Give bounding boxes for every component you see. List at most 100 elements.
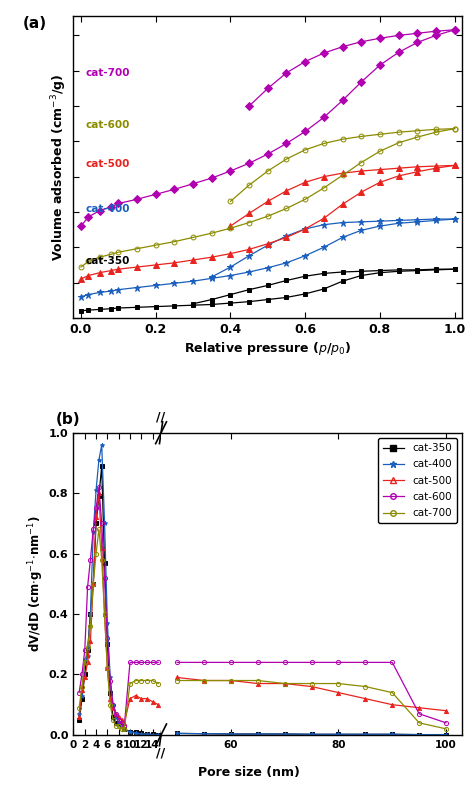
cat-500 [102,609,108,619]
Text: //: // [156,410,166,424]
Text: cat-600: cat-600 [85,119,129,130]
Text: cat-500: cat-500 [85,159,129,169]
cat-600 [102,573,108,582]
cat-350 [121,724,127,733]
cat-600 [79,670,85,679]
cat-500 [91,579,96,589]
cat-600 [99,519,105,528]
cat-600 [96,483,102,492]
cat-500 [127,694,133,703]
cat-600 [121,721,127,730]
cat-700 [82,658,88,667]
cat-600 [150,658,155,667]
cat-400 [99,440,105,450]
cat-350 [85,645,91,655]
cat-700 [99,555,105,564]
cat-350 [99,461,105,471]
cat-700 [118,724,124,733]
cat-350 [127,727,133,736]
cat-500 [144,694,150,703]
cat-500 [138,694,144,703]
Text: Pore size (nm): Pore size (nm) [198,766,300,779]
cat-600 [113,709,118,718]
cat-700 [116,721,121,730]
cat-350 [79,694,85,703]
cat-500 [133,691,138,700]
cat-700 [107,700,113,710]
cat-350 [118,721,124,730]
cat-350 [110,712,116,722]
cat-400 [105,619,110,628]
cat-600 [155,658,161,667]
cat-500 [93,512,99,522]
cat-350 [91,579,96,589]
Line: cat-700: cat-700 [77,527,160,731]
Line: cat-500: cat-500 [77,491,160,725]
cat-700 [76,703,82,712]
cat-400 [102,519,108,528]
cat-350 [105,640,110,649]
cat-350 [88,609,93,619]
cat-400 [96,455,102,465]
cat-400 [118,721,124,730]
cat-400 [76,709,82,718]
cat-350 [93,519,99,528]
cat-600 [133,658,138,667]
Text: (b): (b) [56,412,81,427]
cat-600 [88,555,93,564]
cat-700 [91,579,96,589]
cat-350 [96,491,102,501]
Text: //: // [156,747,166,760]
cat-600 [118,718,124,728]
cat-500 [82,673,88,682]
cat-400 [110,700,116,710]
cat-500 [99,543,105,553]
cat-700 [155,679,161,689]
Line: cat-400: cat-400 [77,443,160,736]
cat-350 [144,729,150,739]
cat-400 [121,724,127,733]
cat-600 [127,658,133,667]
Line: cat-600: cat-600 [77,485,160,728]
cat-500 [150,697,155,707]
cat-600 [110,700,116,710]
Legend: cat-350, cat-400, cat-500, cat-600, cat-700: cat-350, cat-400, cat-500, cat-600, cat-… [378,438,457,523]
Text: cat-350: cat-350 [85,255,129,266]
cat-350 [138,729,144,738]
cat-600 [116,715,121,725]
cat-600 [82,645,88,655]
X-axis label: Relative pressure ($p$/$p_0$): Relative pressure ($p$/$p_0$) [184,340,351,357]
cat-350 [113,718,118,728]
cat-600 [91,525,96,534]
cat-500 [88,637,93,646]
cat-350 [102,558,108,567]
cat-700 [93,549,99,558]
cat-600 [105,634,110,643]
cat-350 [82,670,88,679]
Text: (a): (a) [23,16,47,31]
cat-700 [127,679,133,689]
Text: cat-700: cat-700 [85,68,129,78]
cat-600 [93,504,99,513]
cat-700 [105,663,110,673]
cat-500 [76,712,82,722]
cat-700 [79,681,85,691]
cat-600 [144,658,150,667]
cat-500 [110,703,116,712]
cat-500 [113,709,118,718]
cat-600 [138,658,144,667]
cat-350 [150,729,155,739]
Text: cat-400: cat-400 [85,204,129,214]
cat-400 [113,712,118,722]
cat-600 [85,582,91,592]
cat-350 [155,730,161,740]
cat-500 [118,715,124,725]
cat-500 [105,663,110,673]
cat-400 [91,527,96,537]
cat-700 [133,676,138,685]
cat-700 [113,721,118,730]
cat-400 [85,652,91,661]
cat-400 [133,729,138,738]
cat-500 [155,700,161,710]
cat-600 [107,676,113,685]
